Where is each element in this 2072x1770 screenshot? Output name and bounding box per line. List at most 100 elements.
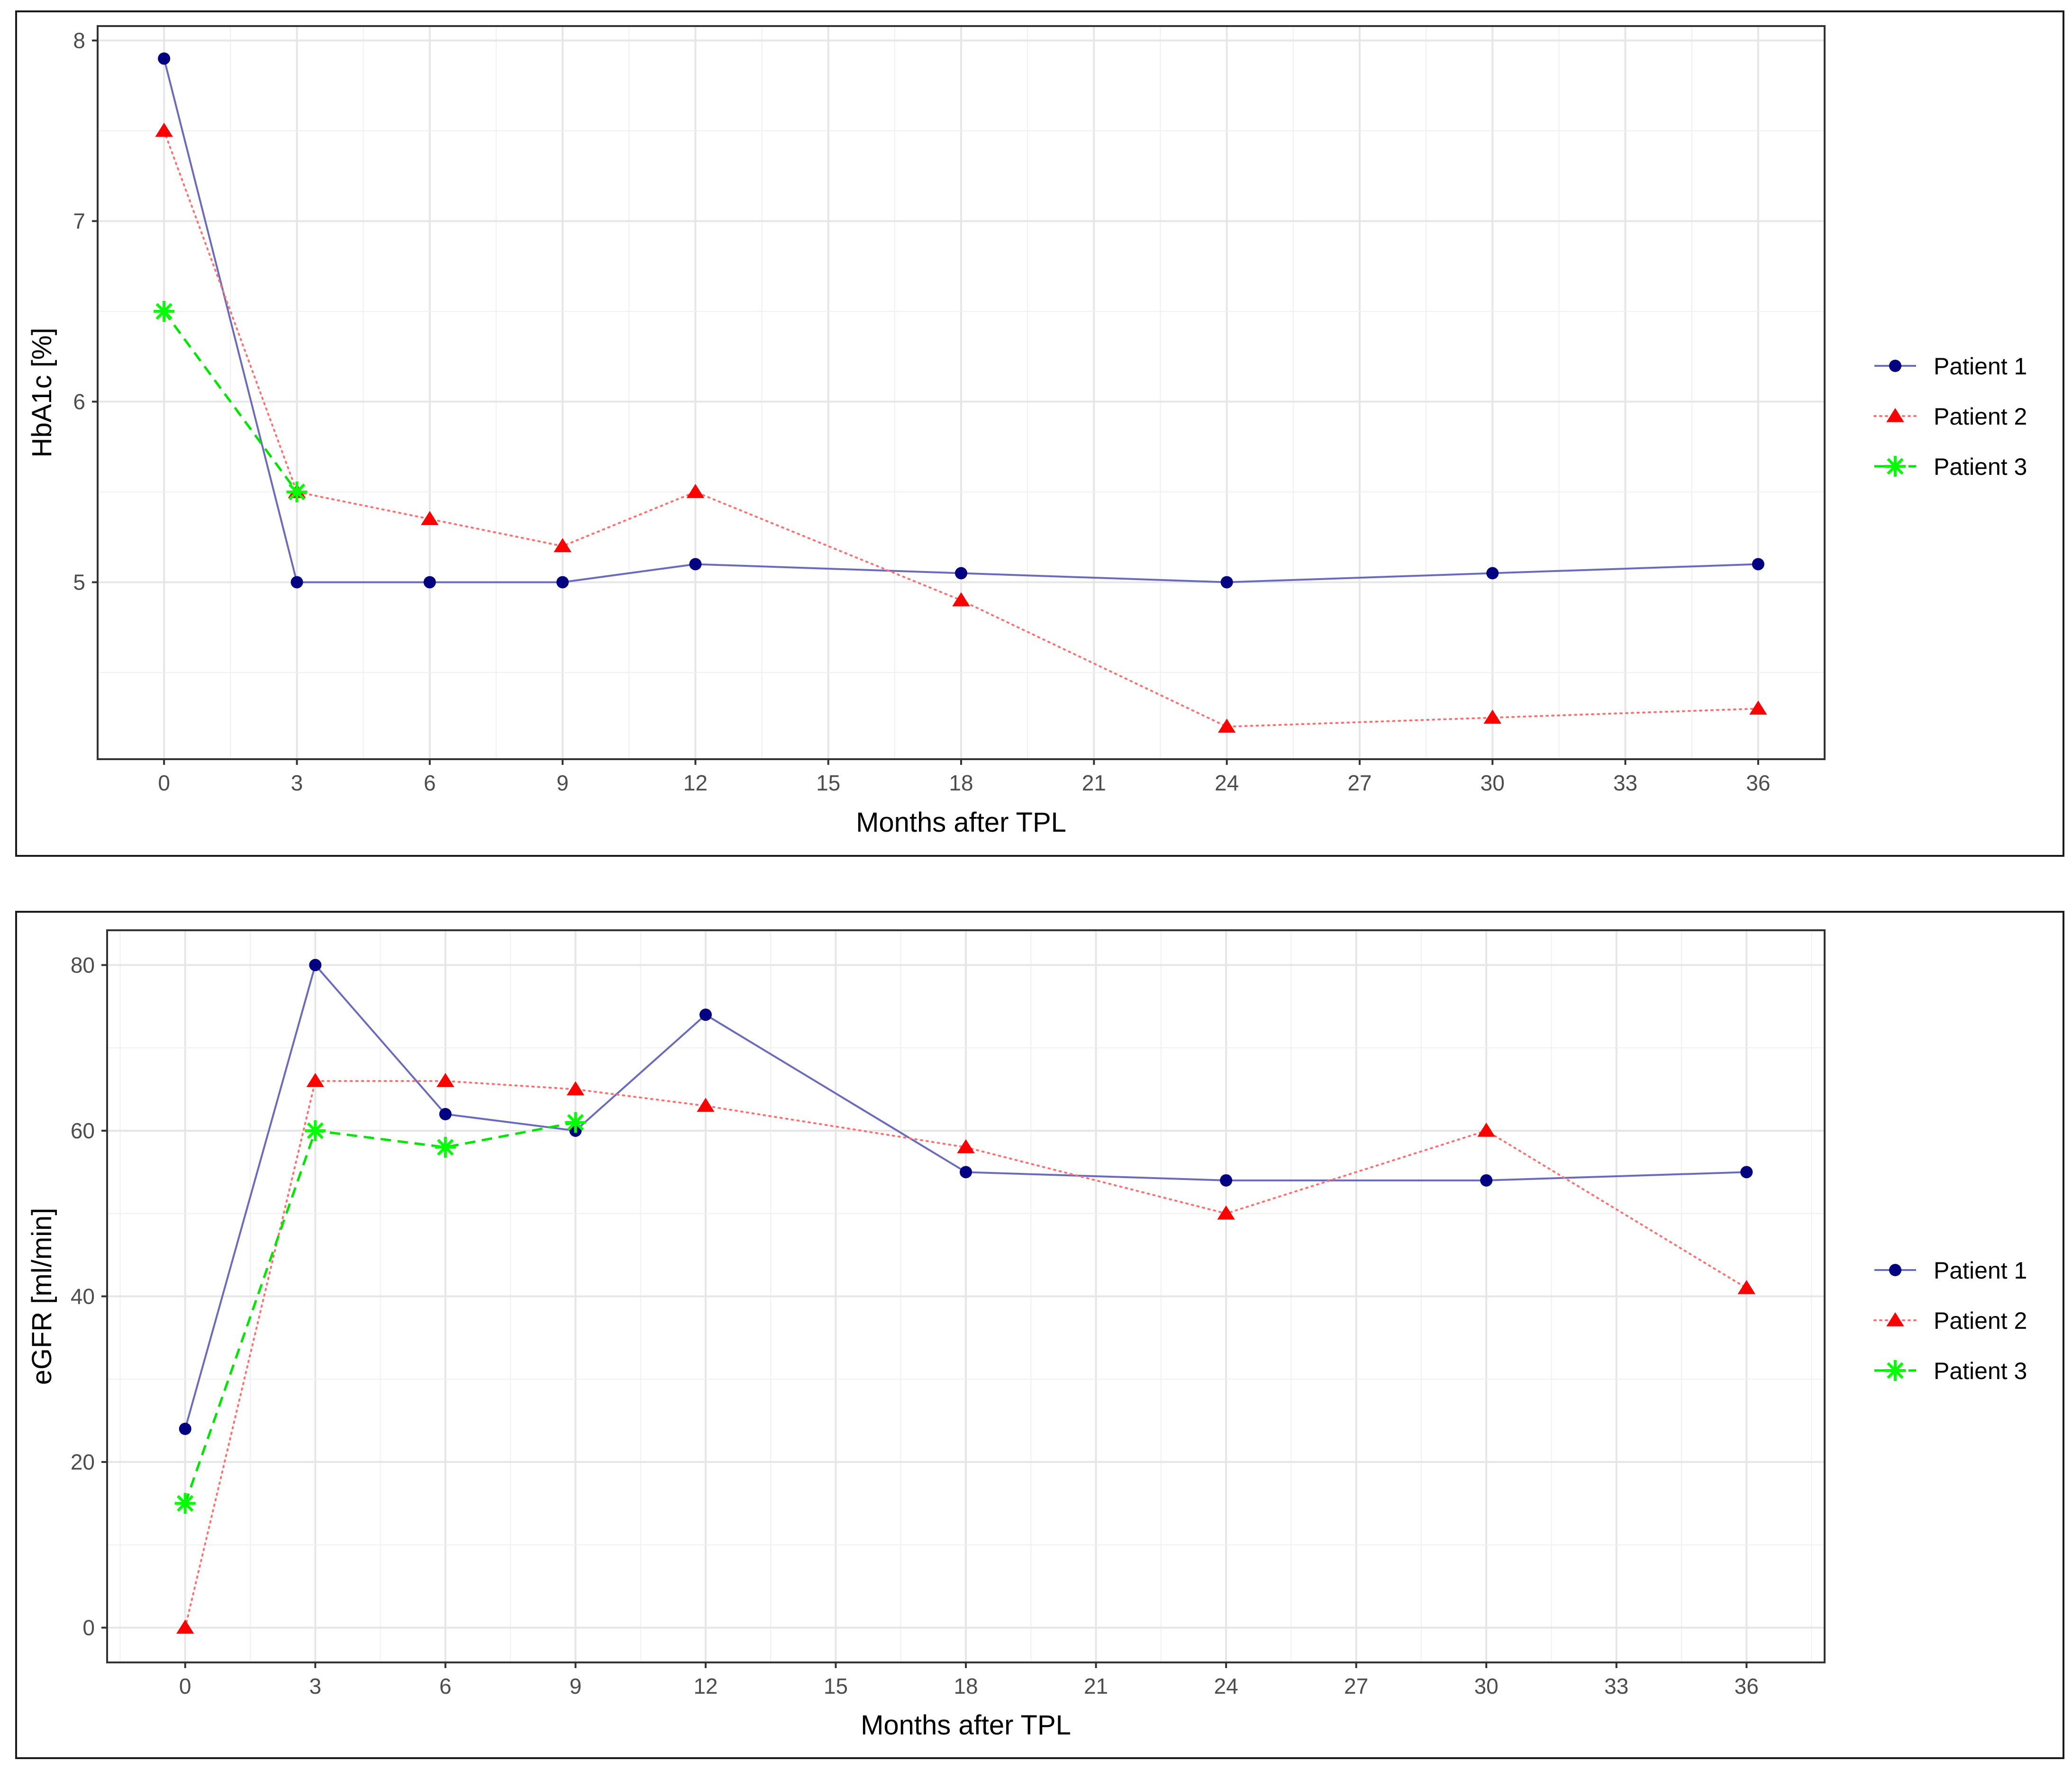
data-point	[176, 1619, 194, 1634]
x-tick-label: 15	[816, 771, 840, 795]
legend-item: Patient 2	[1873, 1307, 2027, 1334]
data-point	[1483, 709, 1501, 724]
x-tick-label: 36	[1735, 1674, 1759, 1698]
data-point	[697, 1098, 715, 1112]
x-tick-label: 15	[824, 1674, 848, 1698]
data-point	[309, 959, 322, 971]
legend-key-marker	[1889, 1264, 1901, 1276]
x-tick-label: 27	[1347, 771, 1372, 795]
y-tick-label: 5	[73, 570, 85, 595]
data-point	[286, 481, 308, 503]
series-line	[163, 130, 1759, 728]
x-tick-label: 18	[954, 1674, 978, 1698]
legend-item: Patient 2	[1873, 403, 2027, 430]
data-point	[1740, 1166, 1753, 1179]
legend-item: Patient 3	[1874, 1358, 2027, 1384]
data-point	[686, 484, 705, 498]
data-point	[1477, 1122, 1495, 1137]
x-tick-label: 6	[424, 771, 436, 795]
x-tick-label: 0	[158, 771, 170, 795]
legend-label: Patient 2	[1934, 403, 2027, 430]
x-tick-label: 0	[179, 1674, 191, 1698]
data-point	[1749, 700, 1767, 715]
x-tick-label: 3	[291, 771, 303, 795]
data-point	[1217, 1205, 1235, 1220]
x-tick-label: 33	[1613, 771, 1637, 795]
series-line	[163, 310, 298, 493]
y-tick-label: 80	[71, 953, 95, 977]
data-point	[554, 538, 572, 553]
data-point	[306, 1073, 324, 1087]
x-tick-label: 12	[683, 771, 708, 795]
x-tick-label: 3	[309, 1674, 321, 1698]
x-tick-label: 30	[1481, 771, 1505, 795]
legend-key-marker	[1886, 408, 1904, 422]
data-point	[556, 576, 569, 589]
data-point	[436, 1073, 454, 1087]
data-point	[689, 558, 702, 571]
series-patient-3	[154, 301, 308, 503]
data-point	[305, 1120, 326, 1141]
data-point	[158, 52, 171, 65]
y-axis-title: HbA1c [%]	[27, 328, 57, 458]
legend-item: Patient 3	[1874, 454, 2027, 480]
series-patient-3	[174, 1112, 586, 1514]
legend: Patient 1 Patient 2 Patient 3	[1873, 353, 2027, 480]
y-tick-label: 60	[71, 1118, 95, 1143]
legend-item: Patient 1	[1874, 1257, 2027, 1284]
legend-label: Patient 1	[1934, 1257, 2027, 1284]
data-point	[1218, 718, 1236, 733]
data-point	[565, 1112, 586, 1133]
y-tick-label: 20	[71, 1450, 95, 1474]
x-axis-title: Months after TPL	[856, 807, 1066, 838]
y-tick-label: 7	[73, 209, 85, 234]
legend-key-marker	[1885, 456, 1906, 477]
data-point	[174, 1493, 196, 1514]
x-tick-label: 9	[570, 1674, 582, 1698]
y-tick-label: 6	[73, 390, 85, 414]
series-line	[184, 1080, 1748, 1629]
data-point	[1220, 576, 1233, 589]
data-point	[421, 511, 439, 525]
data-point	[179, 1423, 191, 1435]
series-patient-1	[179, 959, 1753, 1435]
data-point	[1220, 1174, 1233, 1187]
x-tick-label: 21	[1084, 1674, 1108, 1698]
series-line	[184, 1121, 576, 1504]
x-axis-title: Months after TPL	[861, 1710, 1071, 1741]
y-tick-label: 40	[71, 1284, 95, 1309]
data-point	[155, 123, 173, 137]
x-tick-label: 30	[1474, 1674, 1499, 1698]
series-patient-2	[176, 1073, 1755, 1634]
y-tick-label: 0	[82, 1616, 95, 1640]
x-tick-label: 33	[1604, 1674, 1628, 1698]
data-point	[1752, 558, 1764, 571]
legend-label: Patient 1	[1934, 353, 2027, 380]
x-tick-label: 21	[1082, 771, 1106, 795]
data-point	[1480, 1174, 1493, 1187]
legend-key-marker	[1885, 1360, 1906, 1381]
x-tick-label: 6	[439, 1674, 452, 1698]
data-point	[291, 576, 303, 589]
data-point	[699, 1008, 712, 1021]
x-tick-label: 18	[949, 771, 973, 795]
data-point	[439, 1107, 452, 1120]
legend-label: Patient 3	[1934, 454, 2027, 480]
data-point	[435, 1136, 456, 1158]
y-axis-title: eGFR [ml/min]	[27, 1208, 57, 1385]
legend-label: Patient 2	[1934, 1307, 2027, 1334]
x-tick-label: 24	[1215, 771, 1239, 795]
x-tick-label: 9	[556, 771, 569, 795]
data-point	[423, 576, 436, 589]
x-tick-label: 12	[693, 1674, 718, 1698]
data-point	[955, 567, 967, 580]
x-tick-label: 24	[1214, 1674, 1238, 1698]
legend: Patient 1 Patient 2 Patient 3	[1873, 1257, 2027, 1384]
data-point	[960, 1166, 972, 1179]
x-tick-label: 36	[1746, 771, 1770, 795]
x-tick-label: 27	[1344, 1674, 1368, 1698]
legend-label: Patient 3	[1934, 1358, 2027, 1384]
